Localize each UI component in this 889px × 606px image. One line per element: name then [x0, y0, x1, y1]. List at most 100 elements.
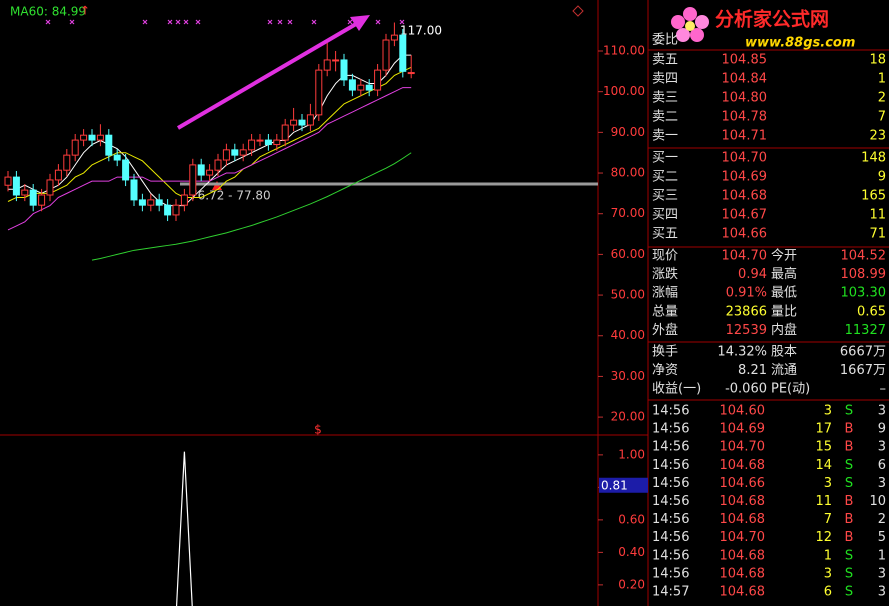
trend-arrow-head	[350, 15, 370, 31]
y-tick-label: 70.00	[611, 206, 645, 220]
candle-body	[88, 134, 96, 141]
book-volume: 1	[878, 72, 886, 87]
candle-body	[273, 139, 281, 146]
trade-count: 1	[878, 548, 886, 563]
book-label: 卖三	[652, 91, 678, 106]
trade-volume: 12	[815, 530, 832, 545]
trade-side: B	[845, 494, 854, 509]
book-label: 买四	[652, 208, 678, 223]
stat-label: 今开	[771, 248, 797, 264]
stat-label: 涨跌	[652, 266, 678, 282]
candle-body	[12, 176, 20, 196]
trade-volume: 1	[824, 548, 832, 563]
candle-body	[348, 79, 356, 91]
candle-body	[71, 139, 79, 156]
trade-price: 104.68	[720, 585, 766, 600]
trade-price: 104.66	[720, 476, 766, 491]
stat-value: 0.65	[857, 304, 886, 319]
trade-time: 14:56	[652, 440, 689, 455]
trade-count: 9	[878, 422, 886, 437]
book-volume: 9	[878, 170, 886, 185]
trade-volume: 17	[815, 422, 832, 437]
ma-label: MA60: 84.99	[10, 5, 86, 19]
candle-body	[298, 119, 306, 126]
trade-count: 3	[878, 440, 886, 455]
book-volume: 7	[878, 110, 886, 125]
trade-count: 6	[878, 458, 886, 473]
trade-volume: 6	[824, 585, 832, 600]
trade-price: 104.70	[720, 440, 766, 455]
stat-value: 108.99	[841, 267, 887, 282]
range-annotation: 76.72 - 77.80	[190, 189, 271, 203]
marker-cross	[195, 19, 201, 25]
candle-body	[46, 179, 54, 196]
book-label: 卖四	[652, 72, 678, 87]
trade-volume: 3	[824, 476, 832, 491]
trade-price: 104.69	[720, 422, 766, 437]
trade-price: 104.68	[720, 494, 766, 509]
value-tag	[599, 477, 648, 493]
trade-time: 14:56	[652, 476, 689, 491]
stat-value: 103.30	[841, 286, 887, 301]
candle-body	[290, 119, 298, 126]
y-tick-label: 60.00	[611, 247, 645, 261]
trade-volume: 7	[824, 512, 832, 527]
candle-body	[38, 194, 46, 206]
trade-side: S	[845, 476, 853, 491]
candle-body	[306, 114, 314, 126]
candle-body	[105, 134, 113, 156]
fund-value: 1667万	[840, 363, 886, 378]
trade-price: 104.68	[720, 566, 766, 581]
candle-body	[239, 149, 247, 156]
candle-body	[222, 149, 230, 161]
trade-volume: 3	[824, 404, 832, 419]
book-label: 卖一	[652, 129, 678, 144]
trend-arrow	[176, 22, 358, 130]
fund-value: –	[880, 382, 887, 397]
y-tick-label: 110.00	[603, 44, 645, 58]
trade-price: 104.68	[720, 548, 766, 563]
candle-body	[374, 69, 382, 91]
y-tick-label: 30.00	[611, 369, 645, 383]
fund-value: -0.060	[725, 382, 767, 397]
trade-price: 104.70	[720, 530, 766, 545]
ma-arrow: ↑	[80, 4, 90, 18]
stat-value: 104.70	[722, 249, 768, 264]
y-tick-label: 100.00	[603, 84, 645, 98]
trade-count: 3	[878, 585, 886, 600]
trade-count: 10	[869, 494, 886, 509]
trade-time: 14:56	[652, 404, 689, 419]
fund-label: 换手	[652, 345, 678, 360]
candle-body	[172, 204, 180, 216]
book-label: 买二	[652, 170, 678, 185]
book-volume: 18	[869, 53, 886, 68]
marker-cross	[311, 19, 317, 25]
marker-cross	[375, 19, 381, 25]
stat-value: 0.91%	[726, 286, 767, 301]
fund-label: 净资	[652, 363, 678, 378]
marker-cross	[167, 19, 173, 25]
book-price: 104.78	[722, 110, 768, 125]
trade-price: 104.60	[720, 404, 766, 419]
marker-cross	[175, 19, 181, 25]
candle-body	[21, 189, 29, 196]
book-price: 104.84	[722, 72, 768, 87]
fund-label: 收益(一)	[652, 382, 701, 397]
candle-body	[231, 149, 239, 156]
candle-body	[407, 72, 415, 75]
marker-cross	[69, 19, 75, 25]
book-price: 104.71	[722, 129, 768, 144]
trade-time: 14:56	[652, 422, 689, 437]
candle-body	[264, 139, 272, 146]
candle-body	[4, 176, 12, 186]
book-price: 104.69	[722, 170, 768, 185]
candle-body	[206, 169, 214, 176]
trade-side: S	[845, 585, 853, 600]
candle-body	[332, 59, 340, 62]
y-tick-label: 1.00	[618, 447, 645, 461]
logo-title: 分析家公式网	[715, 8, 829, 31]
marker-cross	[347, 19, 353, 25]
